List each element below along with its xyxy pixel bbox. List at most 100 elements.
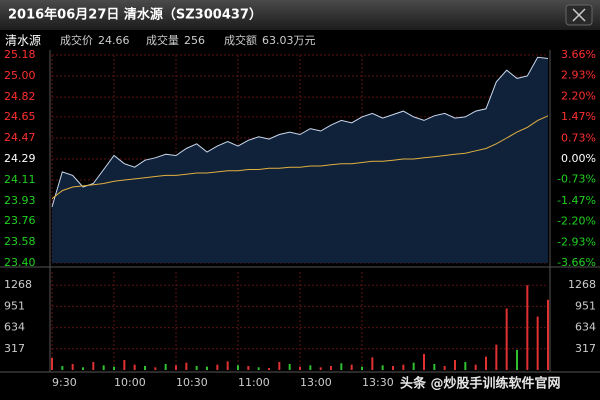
y-tick-label: 951 <box>4 299 25 312</box>
volume-bar <box>536 316 539 370</box>
x-tick-label: 9:30 <box>52 376 77 389</box>
volume-bar <box>278 361 281 370</box>
volume-bar <box>102 365 105 370</box>
volume-bar <box>361 366 363 370</box>
volume-bar <box>505 308 508 370</box>
volume-bar <box>474 364 477 370</box>
volume-bar <box>268 367 270 370</box>
y-tick-label: 24.47 <box>4 131 36 144</box>
volume-bar <box>123 359 126 370</box>
volume-bar <box>61 365 64 370</box>
volume-bar <box>464 361 467 370</box>
volume-bar <box>144 365 146 370</box>
volume-bar <box>340 363 343 370</box>
volume-bar <box>516 349 518 370</box>
volume-bar <box>51 357 53 370</box>
y-tick-label: 24.65 <box>4 110 36 123</box>
info-value: 63.03万元 <box>262 34 316 47</box>
x-tick-label: 11:00 <box>238 376 270 389</box>
volume-bar <box>154 367 157 370</box>
y2-tick-label: 2.20% <box>561 89 596 102</box>
volume-bar <box>92 361 95 370</box>
close-button[interactable] <box>565 4 593 26</box>
y-tick-label: 23.58 <box>4 235 36 248</box>
x-tick-label: 10:00 <box>114 376 146 389</box>
stock-name: 清水源 <box>5 34 41 48</box>
y2-tick-label: -0.73% <box>557 173 596 186</box>
volume-bar <box>237 365 239 370</box>
y2-tick-label: -2.20% <box>557 215 596 228</box>
y2-tick-label: 1268 <box>568 278 596 291</box>
volume-bar <box>495 344 498 370</box>
y-tick-label: 23.40 <box>4 256 36 269</box>
volume-bar <box>412 362 415 370</box>
title-bar <box>0 0 600 30</box>
info-row: 成交价 24.66 成交量 256 成交额 63.03万元 <box>60 33 316 47</box>
volume-bar <box>402 364 405 370</box>
y-tick-label: 24.29 <box>4 152 36 165</box>
volume-bar <box>350 364 353 370</box>
volume-bar <box>454 359 456 370</box>
volume-bar <box>526 285 529 370</box>
y2-tick-label: -2.93% <box>557 235 596 248</box>
y-tick-label: 23.76 <box>4 214 36 227</box>
x-tick-label: 13:00 <box>300 376 332 389</box>
y-tick-label: 1268 <box>4 278 32 291</box>
y2-tick-label: -1.47% <box>557 194 596 207</box>
volume-bar <box>133 364 136 370</box>
volume-bar <box>299 366 301 370</box>
volume-bar <box>381 365 384 370</box>
y-tick-label: 317 <box>4 342 25 355</box>
watermark: 头条 @炒股手训练软件官网 <box>400 376 561 392</box>
volume-bar <box>164 363 167 370</box>
x-tick-label: 13:30 <box>362 376 394 389</box>
volume-bar <box>247 365 250 370</box>
volume-bar <box>443 365 446 370</box>
y2-tick-label: 2.93% <box>561 69 596 82</box>
volume-bar <box>547 299 549 370</box>
y2-tick-label: 317 <box>575 342 596 355</box>
volume-bar <box>371 357 374 370</box>
volume-bar <box>185 362 188 370</box>
info-label: 成交价 <box>60 33 93 47</box>
plot: 25.18 25.00 24.82 24.65 24.47 24.29 24.11 23.93… <box>0 48 600 389</box>
volume-bar <box>175 365 177 370</box>
volume-bar <box>392 365 394 370</box>
volume-bar <box>288 363 291 370</box>
y2-tick-label: 1.47% <box>561 110 596 123</box>
y2-tick-label: 951 <box>575 299 596 312</box>
y-tick-label: 25.00 <box>4 69 36 82</box>
volume-bar <box>216 364 219 370</box>
volume-bar <box>257 367 260 370</box>
y-tick-label: 23.93 <box>4 194 36 207</box>
y2-tick-label: 3.66% <box>561 48 596 61</box>
volume-bar <box>330 365 332 370</box>
volume-bar <box>82 367 84 370</box>
y2-tick-label: 0.73% <box>561 131 596 144</box>
info-value: 256 <box>184 34 205 47</box>
volume-bar <box>319 367 322 370</box>
volume-bar <box>309 365 312 370</box>
price-line <box>51 56 549 208</box>
volume-bar <box>433 363 436 370</box>
info-value: 24.66 <box>98 34 130 47</box>
info-label: 成交量 <box>146 33 179 47</box>
y2-tick-label: -3.66% <box>557 256 596 269</box>
volume-bar <box>195 365 198 370</box>
price-line <box>51 115 549 200</box>
info-label: 成交额 <box>224 33 257 47</box>
volume-bar <box>226 361 229 370</box>
y-tick-label: 24.82 <box>4 90 36 103</box>
y-tick-label: 634 <box>4 321 25 334</box>
x-tick-label: 10:30 <box>176 376 208 389</box>
y-tick-label: 25.18 <box>4 48 36 61</box>
y-tick-label: 24.11 <box>4 173 36 186</box>
volume-bar <box>71 363 74 370</box>
volume-bar <box>485 356 487 370</box>
y2-tick-label: 0.00% <box>561 152 596 165</box>
volume-bar <box>423 353 425 370</box>
window-title: 2016年06月27日 清水源（SZ300437） <box>8 7 262 23</box>
volume-bar <box>113 366 115 370</box>
